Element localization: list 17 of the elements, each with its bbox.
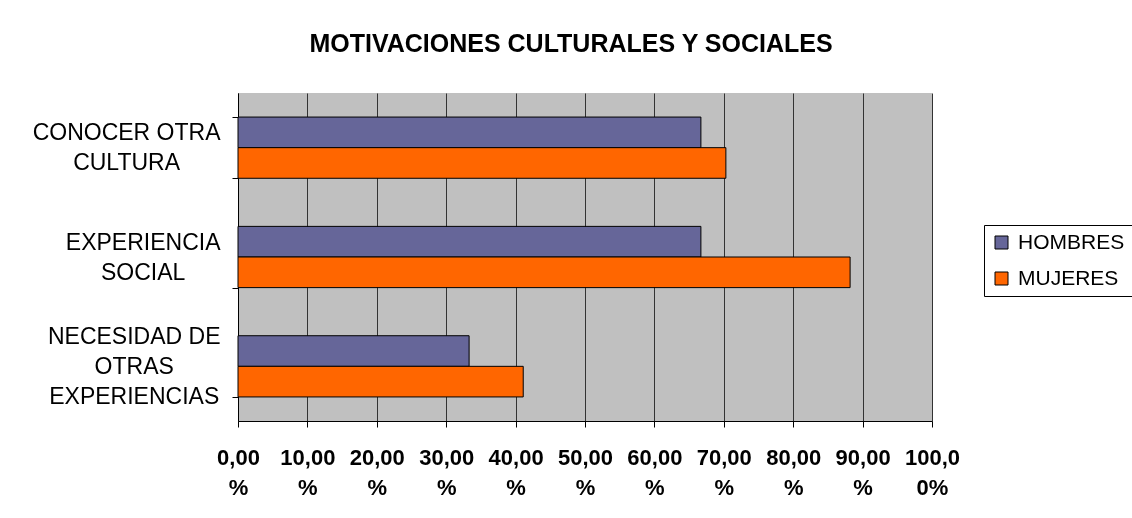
y-tick-label: EXPERIENCIA SOCIAL	[65, 228, 222, 285]
x-tick-label: 20,00%	[349, 444, 405, 500]
legend-label: MUJERES	[1018, 265, 1119, 289]
y-tick-label: NECESIDAD DE OTRAS EXPERIENCIAS	[47, 322, 221, 409]
x-tick-label: 0,00%	[217, 444, 260, 500]
legend-label: HOMBRES	[1018, 229, 1125, 253]
x-tick-label: 90,00%	[835, 444, 891, 500]
x-tick-label: 30,00%	[419, 444, 475, 500]
x-tick-label: 80,00%	[766, 444, 822, 500]
x-tick-label: 10,00%	[280, 444, 336, 500]
x-tick-label: 60,00%	[627, 444, 683, 500]
x-tick-label: 100,00%	[904, 444, 961, 500]
x-tick-label: 50,00%	[557, 444, 614, 500]
chart-title: MOTIVACIONES CULTURALES Y SOCIALES	[309, 29, 833, 57]
x-tick-label: 70,00%	[696, 444, 752, 500]
y-tick-label: CONOCER OTRA CULTURA	[32, 119, 222, 176]
x-tick-label: 40,00%	[488, 444, 544, 500]
